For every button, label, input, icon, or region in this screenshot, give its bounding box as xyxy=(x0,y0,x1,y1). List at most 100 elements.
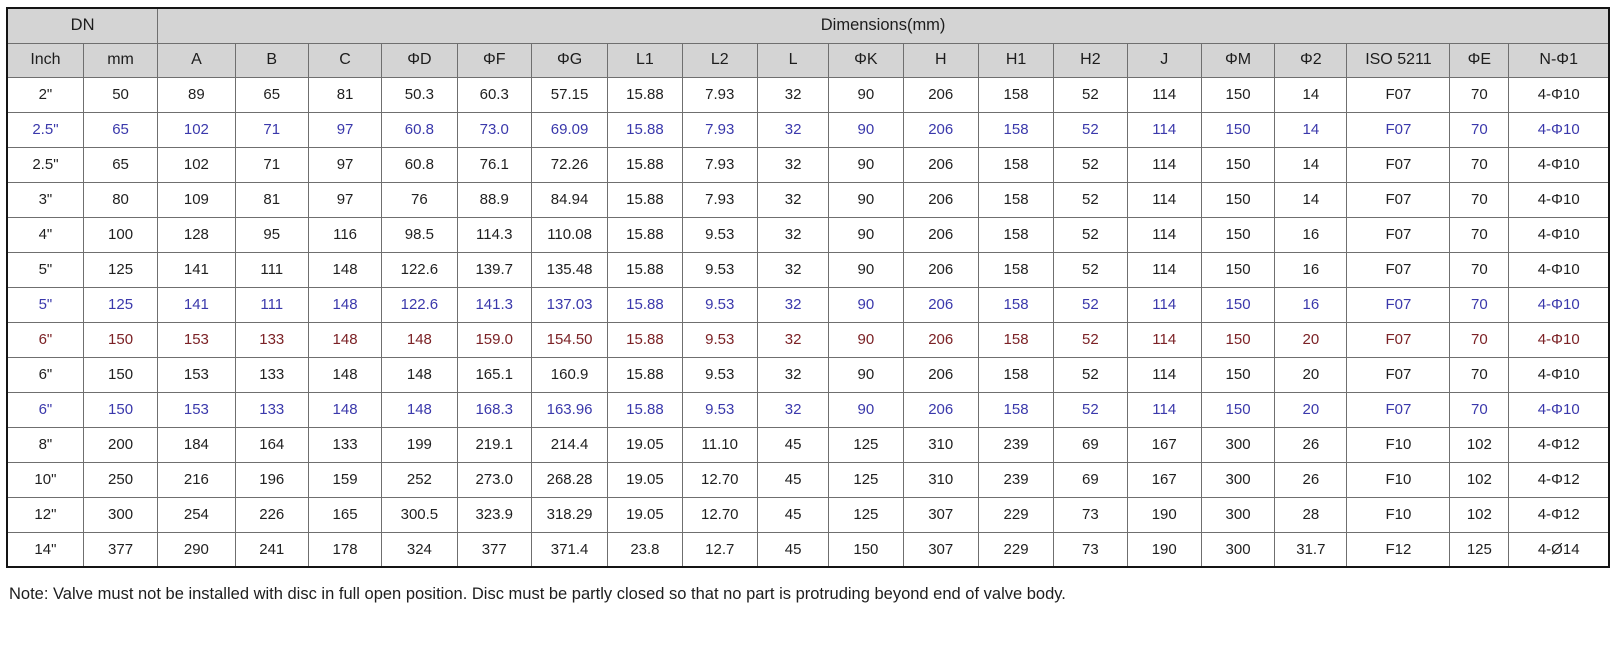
table-cell: 15.88 xyxy=(607,356,683,393)
table-cell: 50 xyxy=(82,76,159,113)
table-cell: 73.0 xyxy=(456,111,532,148)
table-cell: 206 xyxy=(902,111,979,148)
table-cell: 69 xyxy=(1053,426,1128,463)
table-cell: 307 xyxy=(902,531,979,568)
table-cell: 73 xyxy=(1053,496,1128,533)
column-header: ΦD xyxy=(381,42,458,78)
table-cell: 23.8 xyxy=(607,531,683,568)
table-cell: 7.93 xyxy=(681,146,758,183)
table-cell: 150 xyxy=(82,356,159,393)
table-cell: 14 xyxy=(1274,146,1348,183)
table-cell: 158 xyxy=(977,356,1055,393)
table-cell: 89 xyxy=(157,76,236,113)
table-cell: 148 xyxy=(381,356,458,393)
table-cell: 69.09 xyxy=(530,111,609,148)
table-cell: 254 xyxy=(157,496,236,533)
table-cell: 19.05 xyxy=(607,461,683,498)
table-cell: 133 xyxy=(234,391,309,428)
table-row: 2" 50 89 65 81 50.3 60.3 57.15 15.88 7.93 32 90 206 1… xyxy=(6,76,1610,113)
table-cell: 300.5 xyxy=(381,496,458,533)
column-header: ΦK xyxy=(828,42,904,78)
table-cell: 8" xyxy=(6,426,84,463)
table-cell: 165 xyxy=(307,496,383,533)
table-cell: 153 xyxy=(157,321,236,358)
table-cell: 150 xyxy=(1200,251,1276,288)
table-cell: 60.8 xyxy=(381,146,458,183)
table-cell: 114 xyxy=(1126,111,1202,148)
table-cell: 150 xyxy=(828,531,904,568)
table-cell: 2" xyxy=(6,76,84,113)
table-cell: 324 xyxy=(381,531,458,568)
table-cell: 158 xyxy=(977,111,1055,148)
table-cell: 15.88 xyxy=(607,181,683,218)
table-cell: 4-Φ10 xyxy=(1508,321,1610,358)
table-cell: 250 xyxy=(82,461,159,498)
table-cell: 102 xyxy=(1449,461,1510,498)
table-cell: 160.9 xyxy=(530,356,609,393)
table-cell: 268.28 xyxy=(530,461,609,498)
table-cell: 6" xyxy=(6,356,84,393)
table-cell: 4-Φ12 xyxy=(1508,461,1610,498)
table-cell: 5" xyxy=(6,251,84,288)
table-cell: 114 xyxy=(1126,321,1202,358)
table-cell: 4-Φ10 xyxy=(1508,216,1610,253)
table-cell: 141 xyxy=(157,286,236,323)
table-cell: 229 xyxy=(977,531,1055,568)
table-cell: 4-Φ12 xyxy=(1508,496,1610,533)
table-cell: F07 xyxy=(1346,111,1451,148)
table-cell: 226 xyxy=(234,496,309,533)
column-header: ΦF xyxy=(456,42,532,78)
column-header: J xyxy=(1126,42,1202,78)
table-cell: 69 xyxy=(1053,461,1128,498)
table-cell: 300 xyxy=(82,496,159,533)
table-cell: 9.53 xyxy=(681,216,758,253)
table-cell: 90 xyxy=(828,111,904,148)
table-cell: 16 xyxy=(1274,251,1348,288)
table-cell: 377 xyxy=(82,531,159,568)
table-cell: 26 xyxy=(1274,461,1348,498)
table-cell: 150 xyxy=(82,321,159,358)
table-cell: 200 xyxy=(82,426,159,463)
table-cell: 148 xyxy=(307,251,383,288)
table-cell: 184 xyxy=(157,426,236,463)
table-cell: 148 xyxy=(307,356,383,393)
table-cell: 133 xyxy=(234,356,309,393)
table-cell: 150 xyxy=(1200,321,1276,358)
column-header-row: Inch mm A B C ΦD ΦF ΦG L1 L2 L ΦK H H1 H2 J ΦM Φ2 ISO 5211… xyxy=(6,42,1610,78)
table-cell: 371.4 xyxy=(530,531,609,568)
table-cell: 111 xyxy=(234,286,309,323)
table-cell: 20 xyxy=(1274,356,1348,393)
table-cell: 80 xyxy=(82,181,159,218)
table-cell: 73 xyxy=(1053,531,1128,568)
table-cell: 122.6 xyxy=(381,251,458,288)
table-cell: 206 xyxy=(902,146,979,183)
table-cell: 114 xyxy=(1126,356,1202,393)
table-cell: 159 xyxy=(307,461,383,498)
table-cell: 167 xyxy=(1126,426,1202,463)
table-cell: 377 xyxy=(456,531,532,568)
table-row: 10" 250 216 196 159 252 273.0 268.28 19.05 12.70 4… xyxy=(6,461,1610,498)
table-cell: 95 xyxy=(234,216,309,253)
table-cell: F07 xyxy=(1346,216,1451,253)
table-cell: 153 xyxy=(157,391,236,428)
table-cell: 206 xyxy=(902,391,979,428)
table-cell: 10" xyxy=(6,461,84,498)
table-cell: 150 xyxy=(1200,76,1276,113)
table-cell: 150 xyxy=(1200,146,1276,183)
table-cell: 71 xyxy=(234,111,309,148)
table-cell: 141 xyxy=(157,251,236,288)
table-cell: 14" xyxy=(6,531,84,568)
table-cell: 102 xyxy=(157,146,236,183)
table-cell: 52 xyxy=(1053,321,1128,358)
table-cell: 2.5" xyxy=(6,111,84,148)
table-cell: 164 xyxy=(234,426,309,463)
table-cell: 9.53 xyxy=(681,251,758,288)
table-cell: 4-Φ10 xyxy=(1508,356,1610,393)
table-cell: 150 xyxy=(1200,111,1276,148)
table-cell: 5" xyxy=(6,286,84,323)
column-header: L1 xyxy=(607,42,683,78)
table-cell: 60.8 xyxy=(381,111,458,148)
table-cell: 90 xyxy=(828,146,904,183)
table-cell: 52 xyxy=(1053,286,1128,323)
table-cell: 32 xyxy=(756,146,830,183)
